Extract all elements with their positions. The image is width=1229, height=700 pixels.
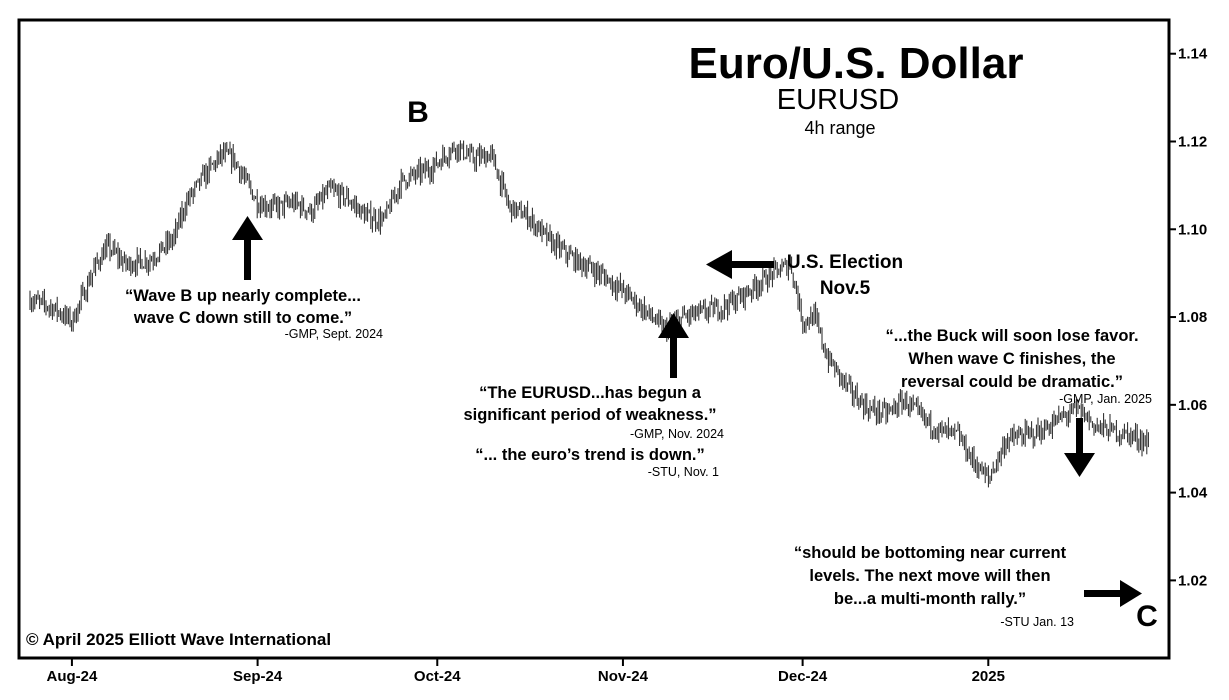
arrow-down-jan-icon [1064, 418, 1095, 477]
quote-2-attribution: -GMP, Nov. 2024 [630, 427, 724, 441]
chart-title: Euro/U.S. Dollar [689, 39, 1024, 88]
chart-subtitle: EURUSD [777, 84, 899, 116]
quote-4-line-3: reversal could be dramatic.” [901, 373, 1123, 391]
quote-1-line-2: wave C down still to come.” [133, 309, 352, 327]
quote-5-line-2: levels. The next move will then [809, 567, 1050, 585]
quote-5-line-1: “should be bottoming near current [794, 544, 1067, 562]
y-tick-label: 1.10 [1178, 221, 1207, 238]
arrow-left-election-icon [706, 250, 774, 279]
plot-frame [17, 18, 1171, 660]
chart-subtitle-range: 4h range [804, 118, 875, 138]
quote-3-line-1: “... the euro’s trend is down.” [475, 446, 705, 464]
x-tick-label: Dec-24 [778, 668, 828, 685]
quote-5-attribution: -STU Jan. 13 [1000, 615, 1074, 629]
wave-c-label: C [1136, 600, 1158, 633]
y-axis: 1.14 1.12 1.10 1.08 1.06 1.04 1.02 [1169, 46, 1208, 589]
quote-1-attribution: -GMP, Sept. 2024 [285, 327, 383, 341]
quote-4-line-2: When wave C finishes, the [908, 350, 1115, 368]
y-tick-label: 1.06 [1178, 397, 1207, 414]
x-axis: Aug-24 Sep-24 Oct-24 Nov-24 Dec-24 2025 [47, 658, 1005, 685]
arrow-up-sept-icon [232, 216, 263, 280]
y-tick-label: 1.14 [1178, 46, 1208, 63]
wave-b-label: B [407, 96, 429, 129]
quote-4-attribution: -GMP, Jan. 2025 [1059, 392, 1152, 406]
election-label: U.S. Election [787, 252, 903, 273]
quote-2-line-2: significant period of weakness.” [463, 406, 716, 424]
quote-4-line-1: “...the Buck will soon lose favor. [885, 327, 1138, 345]
y-tick-label: 1.12 [1178, 134, 1207, 151]
x-tick-label: Aug-24 [47, 668, 98, 685]
x-tick-label: 2025 [972, 668, 1005, 685]
quote-1-line-1: “Wave B up nearly complete... [125, 287, 361, 305]
quote-3-attribution: -STU, Nov. 1 [648, 465, 719, 479]
y-tick-label: 1.02 [1178, 572, 1207, 589]
election-date-label: Nov.5 [820, 278, 871, 299]
quote-2-line-1: “The EURUSD...has begun a [479, 384, 702, 402]
x-tick-label: Oct-24 [414, 668, 461, 685]
y-tick-label: 1.04 [1178, 485, 1208, 502]
quote-5-line-3: be...a multi-month rally.” [834, 590, 1026, 608]
y-tick-label: 1.08 [1178, 309, 1207, 326]
x-tick-label: Nov-24 [598, 668, 649, 685]
price-bars [29, 140, 1149, 488]
x-tick-label: Sep-24 [233, 668, 283, 685]
arrow-up-nov-icon [658, 313, 689, 378]
arrow-right-c-icon [1084, 580, 1142, 607]
copyright-notice: © April 2025 Elliott Wave International [26, 630, 331, 649]
